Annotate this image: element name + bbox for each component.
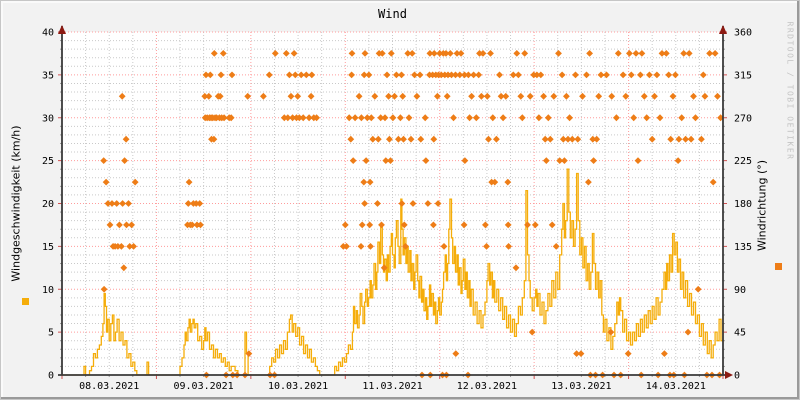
svg-text:10: 10 [42, 285, 54, 296]
svg-text:315: 315 [734, 70, 752, 81]
svg-text:09.03.2021: 09.03.2021 [173, 381, 233, 392]
svg-text:135: 135 [734, 242, 752, 253]
svg-text:25: 25 [42, 156, 54, 167]
svg-text:40: 40 [42, 28, 54, 39]
svg-text:270: 270 [734, 113, 752, 124]
right-axis-label: Windrichtung (°) [755, 159, 769, 252]
svg-text:90: 90 [734, 285, 746, 296]
svg-text:35: 35 [42, 70, 54, 81]
svg-text:13.03.2021: 13.03.2021 [551, 381, 611, 392]
svg-text:0: 0 [48, 371, 54, 382]
svg-text:14.03.2021: 14.03.2021 [646, 381, 706, 392]
svg-text:12.03.2021: 12.03.2021 [457, 381, 517, 392]
svg-text:0: 0 [734, 371, 740, 382]
svg-text:15: 15 [42, 242, 54, 253]
svg-text:180: 180 [734, 199, 752, 210]
direction-legend-swatch [775, 263, 782, 270]
svg-text:11.03.2021: 11.03.2021 [362, 381, 422, 392]
svg-text:45: 45 [734, 328, 746, 339]
rrdtool-watermark: RRDTOOL / TOBI OETIKER [785, 21, 795, 161]
speed-legend-swatch [22, 298, 29, 305]
svg-text:20: 20 [42, 199, 54, 210]
svg-text:225: 225 [734, 156, 752, 167]
svg-text:08.03.2021: 08.03.2021 [79, 381, 139, 392]
left-axis-label: Windgeschwindigkeit (km/h) [9, 125, 23, 282]
svg-text:5: 5 [48, 328, 54, 339]
svg-text:10.03.2021: 10.03.2021 [268, 381, 328, 392]
svg-text:30: 30 [42, 113, 54, 124]
chart-title: Wind [378, 7, 407, 21]
svg-text:360: 360 [734, 28, 752, 39]
